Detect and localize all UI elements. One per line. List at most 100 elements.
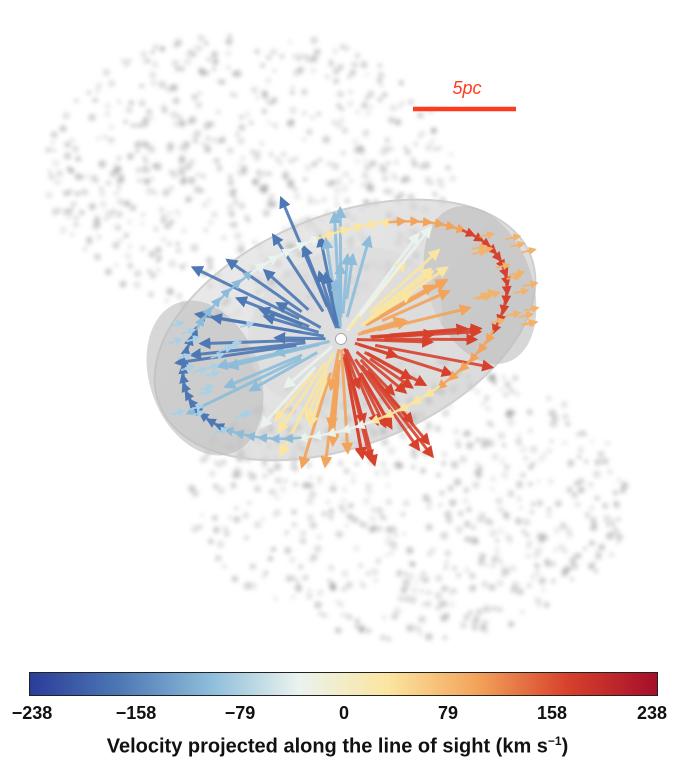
gas-particle: [310, 55, 318, 63]
gas-particle: [139, 83, 145, 89]
gas-particle: [272, 68, 277, 73]
gas-particle: [486, 518, 494, 526]
gas-particle: [322, 135, 331, 144]
gas-particle: [99, 190, 106, 198]
gas-particle: [328, 564, 335, 571]
gas-particle: [304, 164, 312, 172]
gas-particle: [168, 259, 177, 268]
velocity-arrow: [356, 335, 435, 348]
gas-particle: [298, 564, 304, 570]
gas-particle: [425, 633, 433, 641]
gas-particle: [180, 172, 185, 177]
colorbar-label: Velocity projected along the line of sig…: [0, 734, 675, 759]
gas-particle: [358, 563, 363, 568]
scale-bar-label: 5pc: [452, 78, 482, 98]
gas-particle: [361, 171, 369, 179]
gas-particle: [411, 586, 418, 594]
gas-particle: [292, 481, 299, 487]
gas-particle: [302, 574, 309, 581]
gas-particle: [520, 472, 526, 478]
gas-particle: [205, 256, 214, 265]
gas-particle: [481, 516, 489, 524]
velocity-arrow: [358, 372, 393, 430]
gas-particle: [247, 470, 253, 476]
gas-particle: [309, 521, 318, 530]
gas-particle: [357, 624, 366, 632]
gas-particle: [79, 209, 85, 216]
gas-particle: [373, 577, 379, 583]
velocity-arrow: [201, 306, 212, 321]
gas-particle: [68, 167, 74, 173]
gas-particle: [343, 171, 349, 178]
velocity-arrow: [513, 287, 530, 296]
velocity-arrow: [307, 377, 329, 428]
gas-particle: [354, 623, 359, 629]
gas-particle: [301, 482, 308, 489]
gas-particle: [151, 61, 159, 69]
gas-particle: [80, 188, 87, 196]
gas-particle: [458, 510, 464, 517]
gas-particle: [341, 498, 347, 504]
gas-particle: [529, 465, 534, 470]
gas-particle: [123, 232, 129, 239]
gas-particle: [565, 421, 571, 427]
velocity-arrow: [521, 246, 537, 255]
gas-particle: [301, 110, 307, 116]
gas-particle: [233, 69, 242, 78]
gas-particle: [305, 461, 313, 469]
gas-particle: [604, 441, 610, 446]
gas-particle: [490, 562, 496, 569]
gas-particle: [342, 487, 347, 493]
gas-particle: [317, 157, 323, 163]
gas-particle: [296, 57, 301, 62]
velocity-arrow: [279, 195, 329, 307]
gas-particle: [566, 486, 573, 493]
gas-particle: [441, 409, 450, 417]
gas-particle: [265, 77, 272, 84]
gas-particle: [190, 244, 199, 252]
gas-particle: [521, 529, 526, 534]
velocity-arrow: [321, 271, 340, 329]
gas-particle: [391, 613, 398, 620]
velocity-arrow: [223, 353, 303, 389]
gas-particle: [376, 525, 383, 532]
gas-particle: [160, 103, 168, 111]
gas-particle: [384, 553, 389, 558]
gas-particle: [206, 57, 211, 62]
gas-particle: [339, 602, 345, 608]
gas-particle: [176, 114, 183, 121]
gas-particle: [257, 175, 263, 180]
gas-particle: [225, 50, 232, 57]
gas-particle: [200, 173, 206, 179]
gas-particle: [425, 523, 433, 531]
velocity-arrow: [383, 407, 402, 418]
gas-particle: [121, 58, 126, 64]
gas-particle: [378, 82, 384, 88]
gas-particle: [73, 98, 79, 104]
gas-particle: [238, 202, 246, 210]
gas-particle: [584, 511, 591, 518]
gas-particle: [377, 71, 385, 79]
gas-particle: [430, 138, 435, 144]
gas-particle: [541, 587, 546, 593]
velocity-arrow: [345, 235, 373, 318]
velocity-arrow: [194, 315, 205, 331]
gas-particle: [267, 556, 272, 561]
velocity-arrow: [301, 236, 321, 247]
gas-particle: [574, 501, 581, 508]
velocity-arrow: [485, 290, 502, 298]
gas-particle: [137, 178, 142, 183]
gas-particle: [495, 538, 500, 543]
gas-particle: [366, 489, 372, 495]
gas-particle: [558, 544, 565, 551]
gas-particle: [275, 509, 281, 515]
gas-particle: [148, 250, 156, 258]
velocity-arrow: [304, 369, 329, 421]
gas-particle: [592, 470, 601, 479]
gas-particle: [440, 531, 449, 540]
gas-particle: [102, 68, 111, 77]
gas-particle: [335, 627, 343, 634]
gas-particle: [620, 481, 629, 490]
velocity-arrow: [344, 358, 378, 467]
velocity-arrow: [369, 413, 389, 424]
